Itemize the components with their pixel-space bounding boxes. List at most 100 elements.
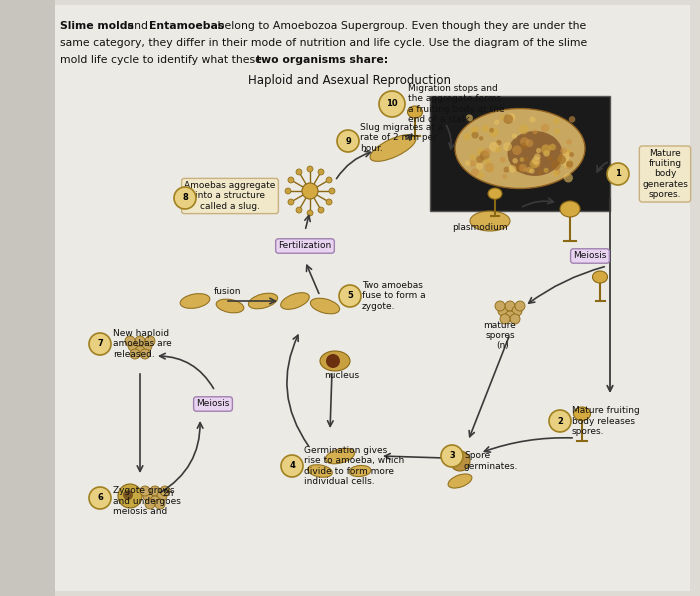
Ellipse shape <box>180 294 210 308</box>
Text: mold life cycle to identify what these: mold life cycle to identify what these <box>60 55 265 65</box>
Text: New haploid
amoebas are
released.: New haploid amoebas are released. <box>113 329 172 359</box>
Circle shape <box>470 154 476 161</box>
Circle shape <box>285 188 291 194</box>
Circle shape <box>125 336 135 346</box>
Circle shape <box>500 314 510 324</box>
Circle shape <box>560 148 567 154</box>
Circle shape <box>145 336 155 346</box>
Circle shape <box>326 354 340 368</box>
Circle shape <box>519 164 527 172</box>
Circle shape <box>547 156 552 161</box>
Circle shape <box>142 341 152 351</box>
Circle shape <box>140 486 150 496</box>
Text: Haploid and Asexual Reproduction: Haploid and Asexual Reproduction <box>248 74 452 87</box>
Circle shape <box>543 150 550 157</box>
Circle shape <box>519 157 524 162</box>
Text: Fertilization: Fertilization <box>279 241 332 250</box>
Circle shape <box>482 125 489 132</box>
Circle shape <box>549 410 571 432</box>
Circle shape <box>326 199 332 205</box>
Circle shape <box>495 301 505 311</box>
Ellipse shape <box>370 135 416 162</box>
Circle shape <box>466 114 473 122</box>
Circle shape <box>505 311 515 321</box>
Circle shape <box>524 157 528 162</box>
Circle shape <box>530 159 539 169</box>
Circle shape <box>510 314 520 324</box>
Circle shape <box>496 147 501 153</box>
Circle shape <box>477 172 484 179</box>
Circle shape <box>534 161 540 167</box>
Circle shape <box>500 157 505 163</box>
Text: Spore
germinates.: Spore germinates. <box>464 451 519 471</box>
Circle shape <box>130 349 140 359</box>
Circle shape <box>550 144 556 150</box>
Circle shape <box>128 341 138 351</box>
Circle shape <box>556 155 566 164</box>
Ellipse shape <box>508 131 563 176</box>
Circle shape <box>512 158 518 163</box>
Circle shape <box>479 136 484 141</box>
Text: 4: 4 <box>289 461 295 470</box>
FancyBboxPatch shape <box>10 5 690 591</box>
Circle shape <box>307 210 313 216</box>
Circle shape <box>145 499 155 509</box>
Ellipse shape <box>592 271 608 283</box>
Circle shape <box>150 496 160 506</box>
Circle shape <box>302 183 318 199</box>
Circle shape <box>524 168 528 172</box>
Circle shape <box>503 142 512 151</box>
Circle shape <box>607 163 629 185</box>
Circle shape <box>296 207 302 213</box>
Circle shape <box>569 116 575 123</box>
Text: (n): (n) <box>496 341 510 350</box>
Circle shape <box>536 148 541 153</box>
Circle shape <box>566 160 573 167</box>
Circle shape <box>296 169 302 175</box>
Circle shape <box>503 114 513 124</box>
Text: Slime molds: Slime molds <box>60 21 134 31</box>
Circle shape <box>532 156 540 165</box>
Circle shape <box>489 128 498 137</box>
Circle shape <box>174 187 196 209</box>
Circle shape <box>140 349 150 359</box>
Text: Slug migrates at a
rate of 2 mm per
hour.: Slug migrates at a rate of 2 mm per hour… <box>360 123 443 153</box>
Circle shape <box>520 137 529 146</box>
Text: two organisms share:: two organisms share: <box>256 55 388 65</box>
Circle shape <box>505 301 515 311</box>
Text: Meiosis: Meiosis <box>573 252 607 260</box>
Ellipse shape <box>326 448 355 464</box>
Circle shape <box>519 125 528 135</box>
Ellipse shape <box>455 108 585 188</box>
Circle shape <box>565 148 571 155</box>
Circle shape <box>503 166 510 173</box>
Text: Meiosis: Meiosis <box>196 399 230 408</box>
Circle shape <box>533 129 538 134</box>
Text: 8: 8 <box>182 194 188 203</box>
Text: plasmodium: plasmodium <box>452 223 507 232</box>
Circle shape <box>487 166 494 172</box>
Ellipse shape <box>310 298 340 314</box>
Text: 5: 5 <box>347 291 353 300</box>
Circle shape <box>554 169 561 175</box>
Circle shape <box>553 170 559 177</box>
Circle shape <box>512 145 522 155</box>
Circle shape <box>326 177 332 183</box>
Circle shape <box>288 199 294 205</box>
Text: mature
spores: mature spores <box>484 321 517 340</box>
Circle shape <box>507 113 515 122</box>
Circle shape <box>89 487 111 509</box>
Text: Germination gives
rise to amoeba, which
divide to form more
individual cells.: Germination gives rise to amoeba, which … <box>304 446 405 486</box>
Text: Entamoebas: Entamoebas <box>149 21 224 31</box>
Circle shape <box>472 132 479 139</box>
Circle shape <box>470 128 477 134</box>
Circle shape <box>529 169 535 173</box>
Circle shape <box>476 163 483 170</box>
Circle shape <box>489 128 494 133</box>
Circle shape <box>477 148 485 156</box>
Ellipse shape <box>488 188 502 199</box>
Text: nucleus: nucleus <box>324 371 360 380</box>
Circle shape <box>482 148 491 156</box>
Circle shape <box>541 123 550 132</box>
Circle shape <box>484 163 494 172</box>
